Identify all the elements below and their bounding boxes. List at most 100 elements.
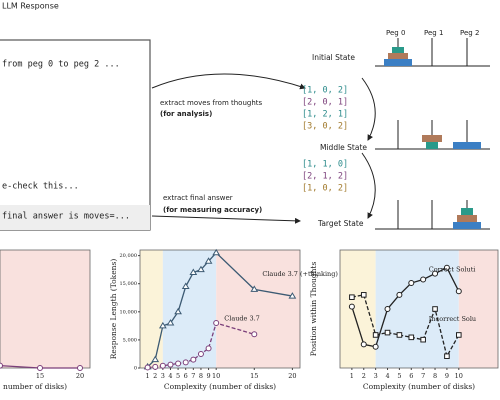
arrow xyxy=(361,152,376,219)
marker xyxy=(432,306,438,312)
x-tick-label: 15 xyxy=(250,372,258,380)
x-tick-label: 5 xyxy=(176,372,180,380)
marker xyxy=(37,365,43,371)
x-axis-label: number of disks) xyxy=(3,382,67,391)
arrow-label: (for analysis) xyxy=(160,110,212,118)
marker xyxy=(190,356,197,363)
x-tick-label: 15 xyxy=(36,372,44,380)
marker xyxy=(384,306,391,312)
marker xyxy=(432,270,439,277)
marker xyxy=(420,336,426,343)
x-tick-label: 10 xyxy=(455,372,463,380)
x-tick-label: 1 xyxy=(146,372,150,380)
marker xyxy=(250,285,259,292)
marker xyxy=(251,331,258,338)
marker xyxy=(205,345,212,352)
x-tick-label: 7 xyxy=(191,372,195,380)
marker xyxy=(372,332,379,338)
peg-label: Peg 0 xyxy=(386,29,405,37)
marker xyxy=(420,276,427,283)
marker xyxy=(151,355,160,363)
x-tick-label: 4 xyxy=(168,372,172,380)
x-tick-label: 8 xyxy=(433,372,437,380)
marker xyxy=(158,321,167,329)
x-tick-label: 7 xyxy=(421,372,425,380)
move: [1, 0, 2] xyxy=(302,184,348,194)
move: [2, 1, 2] xyxy=(302,172,348,182)
y-tick-label: 0 xyxy=(134,366,137,372)
arrow-label: (for measuring accuracy) xyxy=(163,206,262,214)
marker xyxy=(182,359,189,366)
marker xyxy=(197,350,204,357)
marker xyxy=(360,341,367,348)
x-tick-label: 10 xyxy=(212,372,220,380)
marker xyxy=(408,334,415,341)
y-tick-label: 20,000 xyxy=(120,253,138,259)
plot-frame xyxy=(139,249,301,369)
y-tick-label: 5,000 xyxy=(123,337,137,343)
marker xyxy=(396,291,403,298)
response-line: final answer is moves=... xyxy=(2,212,130,222)
marker xyxy=(159,362,166,369)
series-label: Claude 3.7 (+thinking) xyxy=(262,270,338,278)
move: [3, 0, 2] xyxy=(302,122,348,132)
marker xyxy=(455,332,462,338)
region xyxy=(458,250,498,368)
marker xyxy=(77,365,83,371)
answer-bg xyxy=(0,205,150,230)
series-label: Correct Soluti xyxy=(429,265,476,273)
y-tick-label: 15,000 xyxy=(120,281,138,287)
x-tick-label: 5 xyxy=(397,372,401,380)
state-label: Middle State xyxy=(320,143,367,152)
marker xyxy=(144,364,151,371)
series-label: Incorrect Solu xyxy=(429,315,476,323)
marker xyxy=(288,292,297,299)
marker xyxy=(455,288,462,295)
move: [1, 0, 2] xyxy=(302,86,348,96)
x-tick-label: 1 xyxy=(350,372,354,380)
arrow xyxy=(151,215,301,224)
x-tick-label: 9 xyxy=(445,372,449,380)
plot-frame xyxy=(339,249,499,369)
marker xyxy=(444,353,450,359)
marker xyxy=(152,363,159,370)
state-label: Target State xyxy=(317,219,364,228)
region xyxy=(140,250,163,368)
series-line xyxy=(351,266,460,348)
marker xyxy=(384,329,391,336)
x-tick-label: 3 xyxy=(161,372,165,380)
y-axis-label: Position within Thoughts xyxy=(309,262,318,357)
x-axis-label: Complexity (number of disks) xyxy=(363,382,475,391)
arrow xyxy=(151,73,306,90)
marker xyxy=(0,362,3,369)
marker xyxy=(372,343,379,350)
x-tick-label: 6 xyxy=(409,372,413,380)
x-tick-label: 8 xyxy=(199,372,203,380)
move: [2, 0, 1] xyxy=(302,98,348,108)
marker xyxy=(189,268,198,275)
x-tick-label: 3 xyxy=(374,372,378,380)
arrow-label: extract moves from thoughts xyxy=(160,99,263,107)
arrow xyxy=(361,77,376,141)
marker xyxy=(396,332,403,338)
response-box xyxy=(0,39,151,231)
move: [1, 2, 1] xyxy=(302,110,348,120)
x-tick-label: 4 xyxy=(385,372,389,380)
marker xyxy=(212,248,221,256)
series-line xyxy=(351,294,460,358)
x-tick-label: 20 xyxy=(288,372,296,380)
marker xyxy=(443,264,450,271)
box-title: LLM Response xyxy=(2,2,59,11)
marker xyxy=(204,257,213,264)
marker xyxy=(174,307,182,315)
x-axis-label: Complexity (number of disks) xyxy=(164,382,276,391)
peg-label: Peg 2 xyxy=(460,29,479,37)
peg-label: Peg 1 xyxy=(424,29,443,37)
x-tick-label: 20 xyxy=(76,372,84,380)
marker xyxy=(408,280,415,287)
region xyxy=(216,250,300,368)
marker xyxy=(348,303,355,310)
x-tick-label: 2 xyxy=(362,372,366,380)
marker xyxy=(213,320,220,327)
